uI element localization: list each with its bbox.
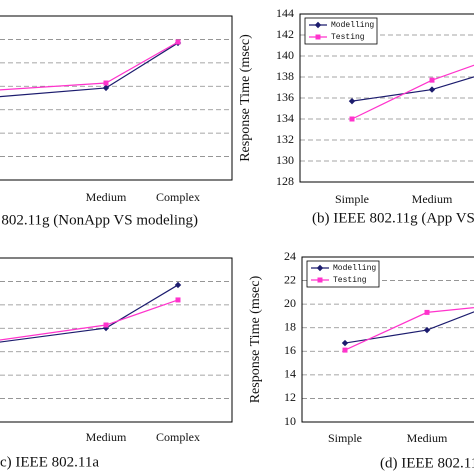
x-tick-label: Medium bbox=[407, 431, 448, 445]
point bbox=[175, 39, 181, 45]
chart: 010203040506070SimpleMediumComplex(c) IE… bbox=[0, 257, 233, 470]
legend-box bbox=[304, 17, 378, 45]
y-tick-label: 144 bbox=[276, 6, 294, 20]
legend-box bbox=[306, 260, 380, 288]
point bbox=[103, 80, 109, 86]
y-tick-label: 136 bbox=[276, 90, 294, 104]
x-tick-label: Complex bbox=[156, 190, 200, 204]
point bbox=[315, 34, 321, 40]
plot-frame bbox=[299, 13, 474, 183]
x-tick-label: Medium bbox=[86, 190, 127, 204]
caption: (b) IEEE 802.11g (App VS modeling) bbox=[312, 210, 474, 226]
plot-frame bbox=[0, 257, 233, 423]
y-tick-label: 134 bbox=[276, 111, 294, 125]
y-tick-label: 130 bbox=[276, 153, 294, 167]
point bbox=[429, 77, 435, 83]
x-tick-label: Medium bbox=[86, 430, 127, 444]
y-tick-label: 142 bbox=[276, 27, 294, 41]
y-tick-label: 138 bbox=[276, 69, 294, 83]
point bbox=[428, 86, 436, 93]
point bbox=[316, 264, 324, 272]
x-tick-label: Medium bbox=[412, 192, 453, 206]
x-tick-label: Complex bbox=[156, 430, 200, 444]
y-tick-label: 14 bbox=[284, 367, 296, 381]
point bbox=[341, 339, 349, 347]
caption: (c) IEEE 802.11a bbox=[0, 454, 99, 470]
y-axis-label: Response Time (msec) bbox=[238, 34, 253, 162]
y-tick-label: 132 bbox=[276, 132, 294, 146]
series-line bbox=[0, 42, 179, 98]
plot-frame bbox=[301, 256, 474, 423]
point bbox=[103, 322, 109, 328]
point bbox=[349, 116, 355, 122]
point bbox=[175, 297, 181, 303]
chart: 010203040506070SimpleMediumComplex(a) IE… bbox=[0, 15, 233, 228]
point bbox=[314, 21, 322, 29]
point bbox=[317, 277, 323, 283]
point bbox=[423, 326, 431, 334]
point bbox=[424, 309, 430, 315]
x-tick-label: Simple bbox=[328, 431, 362, 445]
y-tick-label: 140 bbox=[276, 48, 294, 62]
series-line bbox=[344, 307, 474, 351]
y-tick-label: 20 bbox=[284, 296, 296, 310]
series-line bbox=[351, 76, 474, 102]
series-line bbox=[0, 299, 179, 341]
y-tick-label: 24 bbox=[284, 249, 296, 263]
y-tick-label: 16 bbox=[284, 343, 296, 357]
caption: (d) IEEE 802.11a bbox=[380, 455, 474, 471]
series-line bbox=[0, 41, 179, 91]
legend-label: Testing bbox=[333, 276, 367, 285]
chart: 1012141618202224SimpleMediumComplexRespo… bbox=[248, 249, 474, 471]
y-tick-label: 10 bbox=[284, 414, 296, 428]
point bbox=[342, 347, 348, 353]
legend-label: Testing bbox=[331, 33, 365, 42]
point bbox=[174, 281, 182, 289]
legend-label: Modelling bbox=[333, 264, 376, 273]
chart: 128130132134136138140142144SimpleMediumC… bbox=[238, 6, 474, 226]
point bbox=[348, 97, 356, 105]
x-tick-label: Simple bbox=[335, 192, 369, 206]
y-tick-label: 22 bbox=[284, 272, 296, 286]
y-tick-label: 18 bbox=[284, 319, 296, 333]
series-line bbox=[351, 64, 474, 120]
y-axis-label: Response Time (msec) bbox=[248, 275, 263, 403]
y-tick-label: 128 bbox=[276, 174, 294, 188]
point bbox=[102, 84, 110, 92]
legend-label: Modelling bbox=[331, 21, 374, 30]
y-tick-label: 12 bbox=[284, 390, 296, 404]
plot-frame bbox=[0, 15, 233, 181]
caption: (a) IEEE 802.11g (NonApp VS modeling) bbox=[0, 212, 198, 228]
